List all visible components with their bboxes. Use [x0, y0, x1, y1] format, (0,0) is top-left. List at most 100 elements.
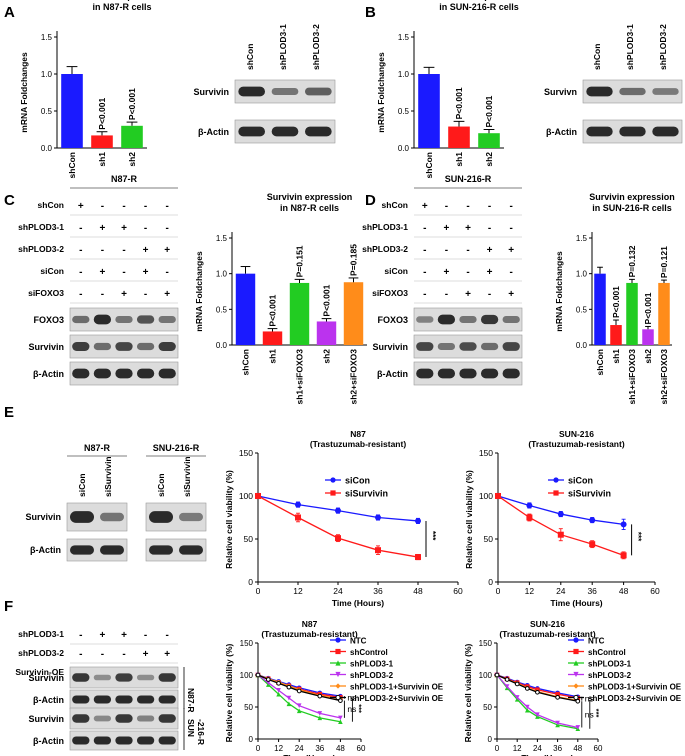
panelD-blot-0-band: [437, 314, 456, 325]
x-tick-label: 0: [495, 744, 500, 753]
y-tick-label: 100: [479, 491, 493, 501]
point: [535, 712, 540, 717]
p-value-label: P<0.001: [127, 88, 137, 120]
condition-mark: +: [143, 245, 149, 256]
point: [514, 695, 520, 700]
significance-label: ns: [347, 692, 356, 702]
y-tick-label: 1.0: [216, 270, 228, 279]
chart-subtitle: (Trastuzumab-resistant): [499, 629, 596, 639]
y-axis-label: Relative cell viability (%): [464, 470, 474, 569]
y-tick-label: 0: [248, 577, 253, 587]
bar-shCon: [594, 273, 606, 345]
y-tick-label: 0.5: [216, 305, 228, 314]
chart-title: SUN-216: [530, 619, 565, 629]
panelC-blot-2-band: [115, 368, 133, 379]
point: [375, 547, 381, 554]
x-tick-label: 60: [357, 744, 366, 753]
significance-label: ns: [585, 709, 594, 719]
condition-mark: -: [423, 245, 426, 256]
blot-f-actin-0-band: [136, 695, 155, 704]
blot-row-label: β-Actin: [30, 545, 61, 555]
p-value-label: P<0.001: [484, 95, 494, 127]
condition-mark: -: [488, 201, 491, 212]
bar-sh2: [478, 133, 500, 148]
condition-mark: +: [443, 267, 449, 278]
panelD-blot-0-band: [416, 316, 434, 323]
panelC-blot-0-band: [72, 315, 90, 324]
blot-f-actin-1-band: [115, 736, 133, 745]
p-value-label: P=0.151: [295, 245, 305, 277]
panelC-blot-1-band: [93, 342, 112, 351]
y-tick-label: 100: [479, 671, 493, 680]
x-tick-label: 24: [333, 586, 343, 596]
condition-label: shPLOD3-2: [18, 244, 64, 254]
condition-mark: -: [122, 201, 125, 212]
condition-mark: -: [423, 289, 426, 300]
y-tick-label: 150: [479, 639, 493, 648]
blot-row-label: β-Actin: [33, 369, 64, 379]
series-line-siSurvivin: [497, 495, 624, 556]
bar-sh2+siFOXO3: [343, 282, 364, 345]
blot-row-label: Survivin: [372, 342, 408, 352]
y-axis-label: mRNA Foldchanges: [376, 52, 386, 133]
x-tick-label: 12: [513, 744, 522, 753]
condition-mark: -: [101, 289, 104, 300]
lane-label: shPLOD3-2: [311, 24, 321, 70]
y-axis-label: Relative cell viability (%): [224, 643, 234, 742]
y-tick-label: 1.5: [41, 33, 53, 42]
condition-mark: -: [122, 245, 125, 256]
point: [255, 672, 261, 678]
x-tick-label: 48: [573, 744, 582, 753]
condition-mark: +: [78, 201, 84, 212]
legend-label: shPLOD3-1: [350, 660, 394, 669]
x-category-label: sh1: [611, 349, 621, 364]
blot-f-survivin-0-band: [72, 673, 90, 682]
point: [295, 514, 301, 521]
point: [514, 681, 520, 687]
point: [589, 517, 596, 524]
condition-mark: +: [143, 267, 149, 278]
x-tick-label: 36: [315, 744, 324, 753]
blot-f-actin-1-band: [72, 736, 90, 745]
y-tick-label: 0.0: [216, 341, 228, 350]
panelC-blot-2-band: [72, 368, 90, 379]
panelC-blot-0-band: [136, 315, 155, 324]
panelC-blot-2-band: [93, 368, 112, 379]
y-axis-label: Relative cell viability (%): [463, 643, 473, 742]
panelD-blot-0-band: [502, 315, 520, 324]
x-tick-label: 24: [556, 586, 566, 596]
x-tick-label: 60: [594, 744, 603, 753]
p-value-label: P=0.132: [627, 245, 637, 277]
y-tick-label: 1.0: [41, 70, 53, 79]
point: [338, 698, 343, 703]
series-line-siCon: [497, 495, 624, 526]
x-category-label: shCon: [424, 152, 434, 178]
x-tick-label: 60: [650, 586, 660, 596]
x-axis-label: Time (Hours): [283, 753, 335, 756]
point: [573, 660, 579, 666]
p-value-label: P=0.185: [349, 244, 359, 276]
bar-sh1: [610, 325, 622, 345]
condition-mark: +: [465, 289, 471, 300]
chart-subtitle: (Trastuzumab-resistant): [528, 439, 625, 449]
y-axis-label: mRNA Foldchanges: [554, 251, 564, 332]
blot-a-actin-band: [238, 126, 265, 137]
x-tick-label: 24: [295, 744, 304, 753]
blot-f-survivin-0-band: [136, 674, 155, 681]
blot-f-survivin-0-band: [115, 673, 133, 682]
condition-mark: -: [423, 267, 426, 278]
blot-e-actin-0-band: [100, 545, 124, 555]
x-tick-label: 48: [619, 586, 629, 596]
condition-mark: -: [79, 649, 82, 660]
condition-mark: -: [510, 267, 513, 278]
condition-mark: -: [445, 245, 448, 256]
y-tick-label: 0.5: [576, 305, 588, 314]
x-tick-label: 48: [413, 586, 423, 596]
point: [494, 672, 500, 678]
panelC-blot-0-band: [158, 315, 176, 324]
point: [295, 501, 301, 508]
legend-label: NTC: [350, 637, 367, 646]
blot-b-actin-band: [586, 126, 613, 137]
blot-f-survivin-0-band: [158, 673, 176, 682]
x-category-label: sh1: [454, 152, 464, 167]
